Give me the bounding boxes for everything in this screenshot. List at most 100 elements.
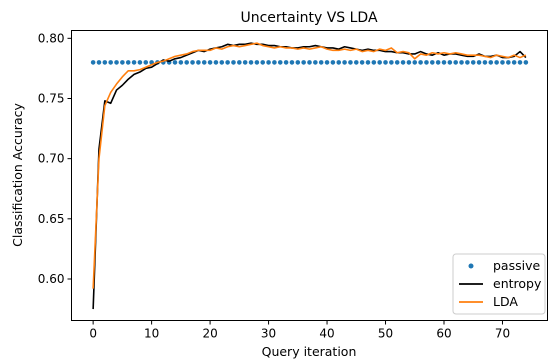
x-tick-label: 30: [261, 327, 276, 341]
passive-point: [301, 60, 306, 65]
passive-point: [371, 60, 377, 65]
passive-point: [383, 60, 388, 65]
passive-point: [114, 60, 119, 65]
passive-point: [482, 60, 488, 65]
passive-point: [389, 60, 394, 65]
passive-point: [219, 60, 225, 65]
legend-lda-label: LDA: [493, 294, 518, 309]
passive-point: [307, 60, 312, 65]
x-tick-label: 70: [495, 327, 510, 341]
passive-point: [435, 60, 441, 65]
legend-passive-label: passive: [493, 258, 540, 273]
x-tick-label: 60: [436, 327, 451, 341]
passive-point: [277, 60, 283, 65]
passive-point: [260, 60, 266, 65]
passive-point: [441, 60, 447, 65]
passive-point: [359, 60, 365, 65]
passive-point: [120, 60, 125, 65]
passive-point: [342, 60, 347, 65]
legend-passive-marker: [468, 263, 474, 269]
y-tick-label: 0.75: [38, 91, 65, 105]
x-tick-label: 20: [202, 327, 217, 341]
legend-entropy-label: entropy: [493, 276, 542, 291]
passive-point: [517, 60, 523, 65]
passive-point: [90, 60, 96, 65]
chart-title: Uncertainty VS LDA: [240, 10, 377, 26]
x-axis: 0 10 20 30 40 50 60 70: [89, 320, 510, 341]
passive-point: [143, 60, 149, 65]
passive-series: [90, 60, 529, 65]
passive-point: [248, 60, 254, 65]
passive-point: [400, 60, 406, 65]
passive-point: [476, 60, 482, 65]
passive-point: [102, 60, 108, 65]
passive-point: [330, 60, 336, 65]
passive-point: [225, 60, 230, 65]
x-tick-label: 50: [378, 327, 393, 341]
y-axis: 0.60 0.65 0.70 0.75 0.80: [38, 31, 72, 286]
passive-point: [430, 60, 435, 65]
passive-point: [365, 60, 371, 65]
passive-point: [237, 60, 242, 65]
passive-point: [313, 60, 318, 65]
y-tick-label: 0.70: [38, 152, 65, 166]
passive-point: [511, 60, 517, 65]
passive-point: [295, 60, 301, 65]
passive-point: [453, 60, 458, 65]
y-tick-label: 0.65: [38, 212, 65, 226]
passive-point: [470, 60, 476, 65]
passive-point: [201, 60, 207, 65]
passive-point: [272, 60, 277, 65]
passive-point: [488, 60, 494, 65]
passive-point: [406, 60, 412, 65]
passive-point: [242, 60, 248, 65]
passive-point: [418, 60, 423, 65]
passive-point: [324, 60, 330, 65]
passive-point: [336, 60, 342, 65]
passive-point: [108, 60, 113, 65]
passive-point: [348, 60, 353, 65]
passive-point: [172, 60, 178, 65]
passive-point: [207, 60, 213, 65]
passive-point: [494, 60, 499, 65]
passive-point: [266, 60, 271, 65]
passive-point: [178, 60, 184, 65]
lda-line: [92, 42, 527, 289]
x-tick-label: 40: [319, 327, 334, 341]
passive-point: [459, 60, 464, 65]
x-axis-label: Query iteration: [262, 344, 357, 359]
passive-point: [506, 60, 511, 65]
plot-area: [71, 30, 548, 321]
passive-point: [184, 60, 189, 65]
passive-point: [213, 60, 219, 65]
y-axis-label: Classification Accuracy: [10, 103, 25, 247]
passive-point: [231, 60, 236, 65]
series-layer: [90, 42, 529, 310]
passive-point: [353, 60, 359, 65]
passive-point: [424, 60, 429, 65]
x-tick-label: 10: [144, 327, 159, 341]
passive-point: [190, 60, 195, 65]
passive-point: [500, 60, 505, 65]
passive-point: [412, 60, 418, 65]
x-tick-label: 0: [89, 327, 97, 341]
passive-point: [447, 60, 453, 65]
y-tick-label: 0.80: [38, 31, 65, 45]
passive-point: [465, 60, 470, 65]
passive-point: [377, 60, 382, 65]
passive-point: [96, 60, 102, 65]
y-tick-label: 0.60: [38, 272, 65, 286]
passive-point: [318, 60, 324, 65]
passive-point: [196, 60, 201, 65]
passive-point: [137, 60, 143, 65]
passive-point: [283, 60, 289, 65]
legend-box: [452, 253, 546, 315]
passive-point: [131, 60, 137, 65]
passive-point: [254, 60, 260, 65]
passive-point: [394, 60, 400, 65]
passive-point: [289, 60, 295, 65]
legend: passive entropy LDA: [452, 253, 546, 315]
passive-point: [523, 60, 529, 65]
passive-point: [125, 60, 131, 65]
